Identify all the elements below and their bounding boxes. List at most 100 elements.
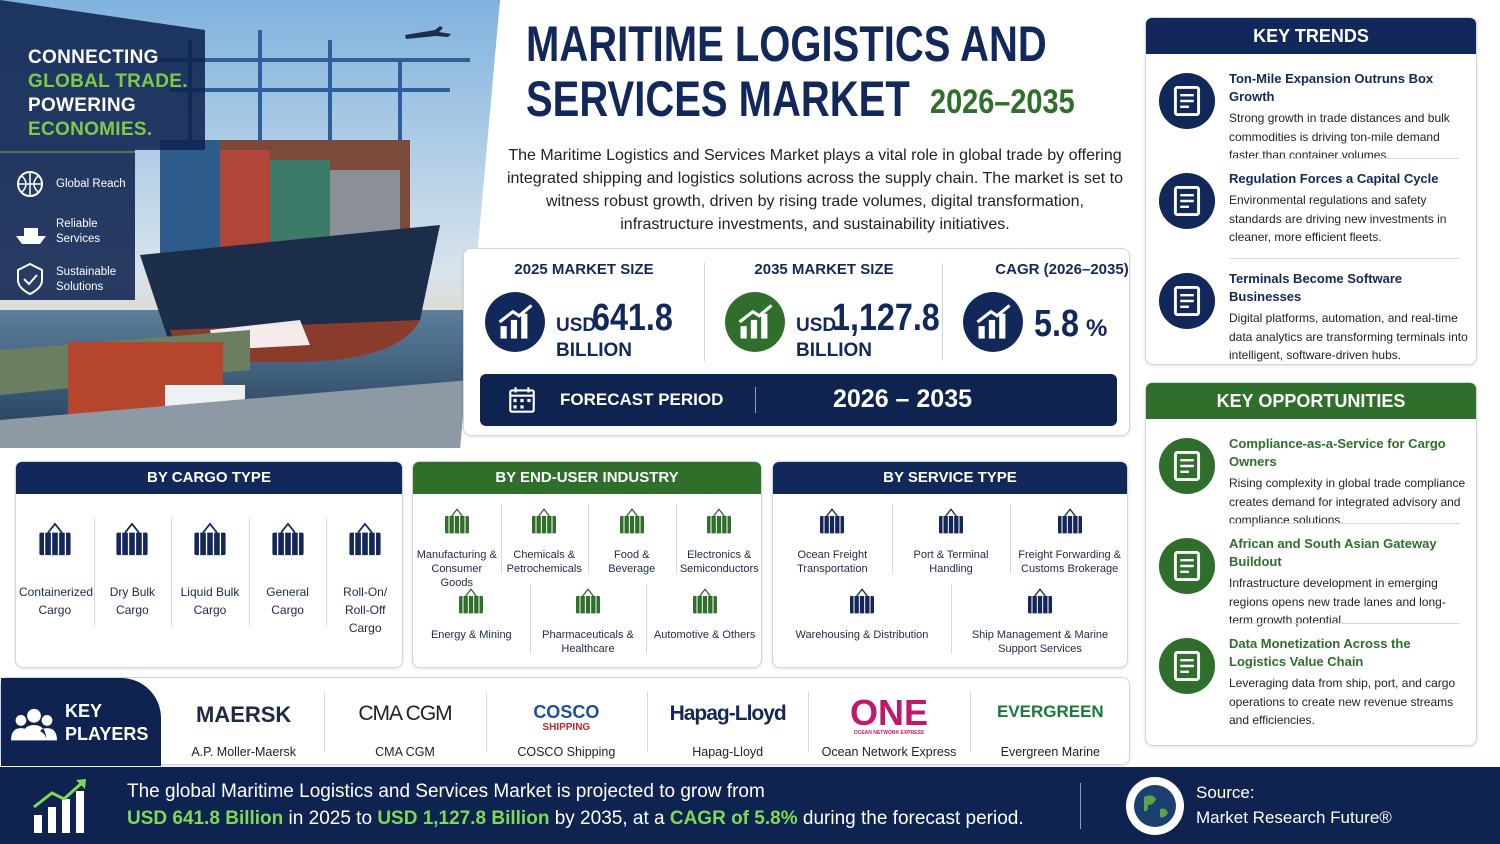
segment-item: Ocean Freight Transportation xyxy=(797,549,868,575)
divider xyxy=(1010,504,1012,574)
segment-icon xyxy=(812,504,852,544)
stat-label: CAGR (2026–2035) xyxy=(995,261,1129,278)
item-text: Leveraging data from ship, port, and car… xyxy=(1229,676,1456,727)
segment-item: Containerized Cargo xyxy=(19,585,94,617)
segment-icon-glyph xyxy=(576,588,600,614)
stats-box: 2025 MARKET SIZE USD 641.8 BILLION 2035 MARK… xyxy=(463,248,1130,436)
player: EVERGREEN Evergreen Marine xyxy=(969,678,1131,766)
player-name: Ocean Network Express xyxy=(821,745,957,759)
panel-title: KEY TRENDS xyxy=(1146,18,1476,54)
divider xyxy=(93,517,95,627)
forecast-bar: FORECAST PERIOD 2026 – 2035 xyxy=(480,374,1117,426)
divider xyxy=(1229,623,1460,624)
item-title: Terminals Become Software Businesses xyxy=(1229,271,1403,304)
calendar-icon-glyph xyxy=(509,387,535,413)
segment-icon-glyph xyxy=(532,508,557,534)
segment-item: Roll-On/ Roll-Off Cargo xyxy=(343,585,388,635)
player-logo: MAERSK xyxy=(195,702,292,727)
player-name: A.P. Moller-Maersk xyxy=(191,745,296,759)
item-text: Strong growth in trade distances and bul… xyxy=(1229,111,1450,162)
hero-image: CONNECTING GLOBAL TRADE. POWERING ECONOM… xyxy=(0,0,500,448)
stat-icon xyxy=(484,291,546,353)
summary-text: in 2025 to xyxy=(283,808,378,829)
segment-item: Port & Terminal Handling xyxy=(913,549,989,575)
item-title: African and South Asian Gateway Buildout xyxy=(1229,536,1437,569)
stat-label: 2035 MARKET SIZE xyxy=(754,261,894,278)
tagline: ECONOMIES. xyxy=(28,119,153,140)
summary-highlight: USD 1,127.8 Billion xyxy=(377,808,550,829)
player-logo: EVERGREEN xyxy=(996,702,1104,721)
segment-icon-glyph xyxy=(349,522,381,556)
item-title: Data Monetization Across the Logistics V… xyxy=(1229,636,1411,669)
segment-icon xyxy=(184,517,236,569)
segment-icon-glyph xyxy=(459,588,484,614)
segment-icon xyxy=(842,584,882,624)
divider xyxy=(675,504,677,574)
description: The Maritime Logistics and Services Mark… xyxy=(506,147,1124,233)
footer: The global Maritime Logistics and Servic… xyxy=(0,767,1500,844)
item-text: Environmental regulations and safety sta… xyxy=(1229,193,1447,244)
segment-icon xyxy=(339,517,391,569)
segment-icon xyxy=(106,517,158,569)
panel: KEY OPPORTUNITIES Compliance-as-a-Service… xyxy=(1145,382,1477,746)
stat-icon xyxy=(724,291,786,353)
feature-label: Global Reach xyxy=(56,178,126,190)
segment-box: BY SERVICE TYPE Ocean Freight Transportat… xyxy=(772,461,1128,668)
stat-icon-glyph xyxy=(725,292,785,352)
stat-value: 1,127.8 xyxy=(832,297,940,339)
segment-icon-glyph xyxy=(271,522,304,556)
divider xyxy=(588,504,589,574)
player: COSCO SHIPPING COSCO Shipping xyxy=(485,678,647,766)
source-name: Market Research Future® xyxy=(1196,808,1392,827)
divider xyxy=(647,692,648,752)
segment-icon xyxy=(568,584,608,624)
panel-icon xyxy=(1158,72,1216,130)
divider xyxy=(1229,523,1460,524)
segment-icon xyxy=(29,517,81,569)
divider xyxy=(324,692,326,752)
segment-icon-glyph xyxy=(707,508,732,534)
segment-item: Liquid Bulk Cargo xyxy=(180,585,240,617)
panel-icon-glyph xyxy=(1158,437,1216,495)
segment-icon-glyph xyxy=(116,522,148,556)
item-text: Infrastructure development in emerging r… xyxy=(1229,576,1446,627)
panel-icon xyxy=(1158,272,1216,330)
player-name: COSCO Shipping xyxy=(517,745,616,759)
panel-icon xyxy=(1158,637,1216,695)
divider xyxy=(704,263,705,361)
segment-item: General Cargo xyxy=(266,585,309,617)
segment-item: Pharmaceuticals & Healthcare xyxy=(542,629,634,655)
player-logo: COSCO xyxy=(533,702,600,722)
divider xyxy=(326,517,328,627)
segment-box: BY CARGO TYPE Containerized Cargo Dry Bulk… xyxy=(15,461,403,668)
divider xyxy=(891,504,893,574)
segment-item: Ship Management & Marine Support Service… xyxy=(971,629,1109,655)
player-logo-sub: OCEAN NETWORK EXPRESS xyxy=(853,730,925,736)
forecast-value: 2026 – 2035 xyxy=(832,385,973,413)
segment-box: BY END-USER INDUSTRY Manufacturing & Cons… xyxy=(412,461,762,668)
hero-illustration xyxy=(0,0,500,448)
divider xyxy=(646,584,648,654)
segment-icon-glyph xyxy=(939,508,963,534)
segment-icon xyxy=(451,584,491,624)
divider xyxy=(969,692,971,752)
summary-highlight: CAGR of 5.8% xyxy=(669,808,798,829)
segment-icon xyxy=(1050,504,1090,544)
panel-icon-glyph xyxy=(1158,72,1216,130)
segment-icon xyxy=(931,504,971,544)
divider xyxy=(248,517,250,627)
item-text: Rising complexity in global trade compli… xyxy=(1229,476,1466,527)
segment-item: Energy & Mining xyxy=(430,629,512,641)
player-logo-sub: SHIPPING xyxy=(542,722,591,733)
summary-text: by 2035, at a xyxy=(549,808,670,829)
divider xyxy=(500,504,502,574)
item-title: Regulation Forces a Capital Cycle xyxy=(1229,171,1439,186)
summary-highlight: USD 641.8 Billion xyxy=(127,808,284,829)
panel-icon xyxy=(1158,537,1216,595)
tagline: CONNECTING xyxy=(28,47,159,68)
divider xyxy=(1229,258,1460,259)
panel-icon-glyph xyxy=(1158,637,1216,695)
item-title: Compliance-as-a-Service for Cargo Owners xyxy=(1229,436,1446,469)
segment-icon-glyph xyxy=(194,522,226,556)
